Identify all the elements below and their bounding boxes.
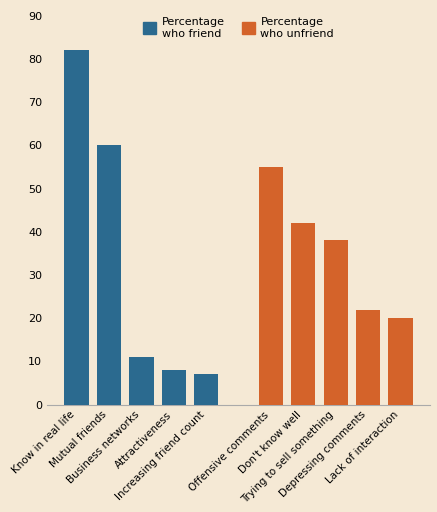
Bar (97, 145, 121, 404)
Bar (291, 223, 316, 404)
Bar (323, 241, 348, 404)
Bar (64, 50, 89, 404)
Bar (259, 167, 283, 404)
Bar (388, 318, 413, 404)
Bar (356, 310, 380, 404)
Legend: Percentage
who friend, Percentage
who unfriend: Percentage who friend, Percentage who un… (139, 12, 339, 43)
Bar (129, 357, 153, 404)
Bar (194, 374, 218, 404)
Bar (162, 370, 186, 404)
